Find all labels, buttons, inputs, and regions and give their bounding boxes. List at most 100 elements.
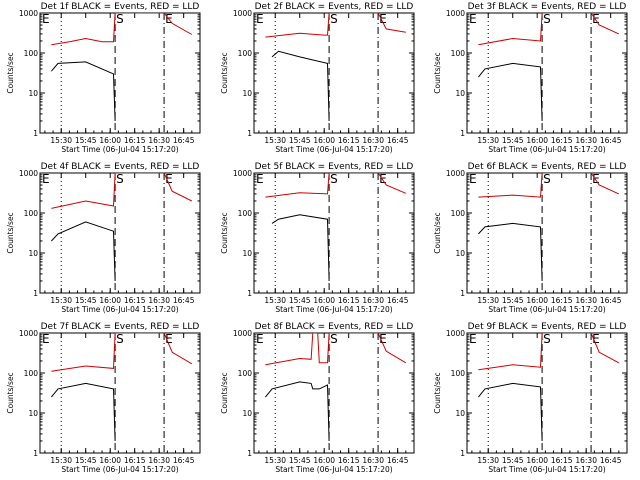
- x-tick-label: 16:00: [99, 456, 121, 465]
- x-tick-label: 15:45: [289, 456, 311, 465]
- x-tick-label: 15:30: [264, 296, 286, 305]
- x-tick-label: 15:45: [75, 136, 97, 145]
- y-tick-label: 10: [455, 249, 465, 258]
- marker-label: E: [469, 12, 477, 26]
- x-axis-label: Start Time (06-Jul-04 15:17:20): [488, 145, 605, 154]
- x-tick-label: 16:15: [124, 136, 146, 145]
- marker-label: E: [256, 12, 264, 26]
- marker-label: S: [116, 172, 124, 186]
- y-tick-label: 1000: [19, 329, 38, 338]
- x-tick-label: 16:30: [575, 136, 597, 145]
- x-tick-label: 16:15: [551, 296, 573, 305]
- x-tick-label: 16:00: [526, 456, 548, 465]
- x-tick-label: 16:45: [387, 296, 409, 305]
- panel-title: Det 8f BLACK = Events, RED = LLD: [255, 322, 414, 332]
- panel-title: Det 9f BLACK = Events, RED = LLD: [468, 322, 627, 332]
- marker-label: E: [469, 332, 477, 346]
- marker-label: E: [42, 332, 50, 346]
- plot-frame: [466, 172, 628, 294]
- x-tick-label: 16:30: [575, 456, 597, 465]
- panel-title: Det 6f BLACK = Events, RED = LLD: [468, 162, 627, 172]
- series-line-red: [265, 173, 406, 198]
- marker-label: E: [469, 172, 477, 186]
- y-tick-label: 1: [33, 449, 38, 458]
- y-tick-label: 10: [242, 249, 252, 258]
- x-tick-label: 16:45: [600, 296, 622, 305]
- series-line-black: [265, 381, 330, 442]
- x-tick-label: 16:30: [148, 296, 170, 305]
- y-tick-label: 100: [24, 49, 39, 58]
- x-tick-label: 16:45: [173, 296, 195, 305]
- x-tick-label: 16:00: [99, 136, 121, 145]
- panel-6: Det 6f BLACK = Events, RED = LLD 1 10 100 10…: [433, 162, 628, 314]
- y-tick-label: 100: [238, 209, 253, 218]
- marker-label: E: [165, 172, 173, 186]
- y-tick-label: 100: [451, 49, 466, 58]
- y-tick-label: 1000: [233, 329, 252, 338]
- y-axis-label: Counts/sec: [6, 372, 15, 413]
- x-tick-label: 16:00: [526, 296, 548, 305]
- marker-label: S: [543, 12, 551, 26]
- marker-label: E: [592, 332, 600, 346]
- marker-label: E: [379, 12, 387, 26]
- marker-label: E: [592, 12, 600, 26]
- marker-label: S: [543, 332, 551, 346]
- series-line-red: [265, 333, 407, 366]
- x-tick-label: 16:15: [551, 456, 573, 465]
- y-tick-label: 1000: [446, 169, 465, 178]
- marker-label: S: [116, 332, 124, 346]
- series-line-black: [478, 382, 543, 442]
- x-tick-label: 16:30: [362, 456, 384, 465]
- y-tick-label: 10: [455, 89, 465, 98]
- x-axis-label: Start Time (06-Jul-04 15:17:20): [275, 305, 392, 314]
- x-axis-label: Start Time (06-Jul-04 15:17:20): [488, 465, 605, 474]
- x-tick-label: 15:45: [502, 136, 524, 145]
- series-line-red: [265, 13, 406, 38]
- panel-8: Det 8f BLACK = Events, RED = LLD 1 10 100 10…: [220, 322, 415, 474]
- x-axis-label: Start Time (06-Jul-04 15:17:20): [488, 305, 605, 314]
- marker-label: E: [379, 172, 387, 186]
- x-tick-label: 16:15: [124, 456, 146, 465]
- x-tick-label: 15:30: [50, 456, 72, 465]
- x-tick-label: 16:30: [362, 136, 384, 145]
- x-tick-label: 16:00: [99, 296, 121, 305]
- y-tick-label: 10: [28, 249, 38, 258]
- x-axis-label: Start Time (06-Jul-04 15:17:20): [275, 145, 392, 154]
- marker-label: E: [256, 172, 264, 186]
- marker-label: S: [330, 12, 338, 26]
- panel-3: Det 3f BLACK = Events, RED = LLD 1 10 100 10…: [433, 2, 628, 154]
- x-tick-label: 16:45: [387, 456, 409, 465]
- plot-frame: [39, 332, 201, 454]
- plot-frame: [253, 172, 415, 294]
- x-tick-label: 15:45: [502, 296, 524, 305]
- x-tick-label: 15:45: [289, 296, 311, 305]
- panel-5: Det 5f BLACK = Events, RED = LLD 1 10 100 10…: [220, 162, 415, 314]
- panel-2: Det 2f BLACK = Events, RED = LLD 1 10 100 10…: [220, 2, 415, 154]
- series-line-black: [51, 221, 116, 282]
- y-tick-label: 1000: [19, 169, 38, 178]
- marker-label: E: [592, 172, 600, 186]
- series-line-black: [478, 222, 543, 282]
- x-tick-label: 16:30: [575, 296, 597, 305]
- series-line-red: [51, 173, 193, 209]
- x-tick-label: 16:15: [551, 136, 573, 145]
- x-tick-label: 16:00: [313, 456, 335, 465]
- y-tick-label: 100: [451, 369, 466, 378]
- y-tick-label: 100: [24, 369, 39, 378]
- x-tick-label: 16:00: [313, 296, 335, 305]
- y-axis-label: Counts/sec: [220, 52, 229, 93]
- plot-frame: [253, 332, 415, 454]
- x-axis-label: Start Time (06-Jul-04 15:17:20): [61, 145, 178, 154]
- y-axis-label: Counts/sec: [220, 212, 229, 253]
- panel-title: Det 5f BLACK = Events, RED = LLD: [255, 162, 414, 172]
- plot-frame: [253, 12, 415, 134]
- y-tick-label: 1: [460, 289, 465, 298]
- marker-label: E: [42, 12, 50, 26]
- y-axis-label: Counts/sec: [220, 372, 229, 413]
- series-line-red: [478, 173, 620, 198]
- x-tick-label: 15:45: [502, 456, 524, 465]
- plot-frame: [466, 332, 628, 454]
- x-axis-label: Start Time (06-Jul-04 15:17:20): [61, 305, 178, 314]
- y-tick-label: 10: [28, 409, 38, 418]
